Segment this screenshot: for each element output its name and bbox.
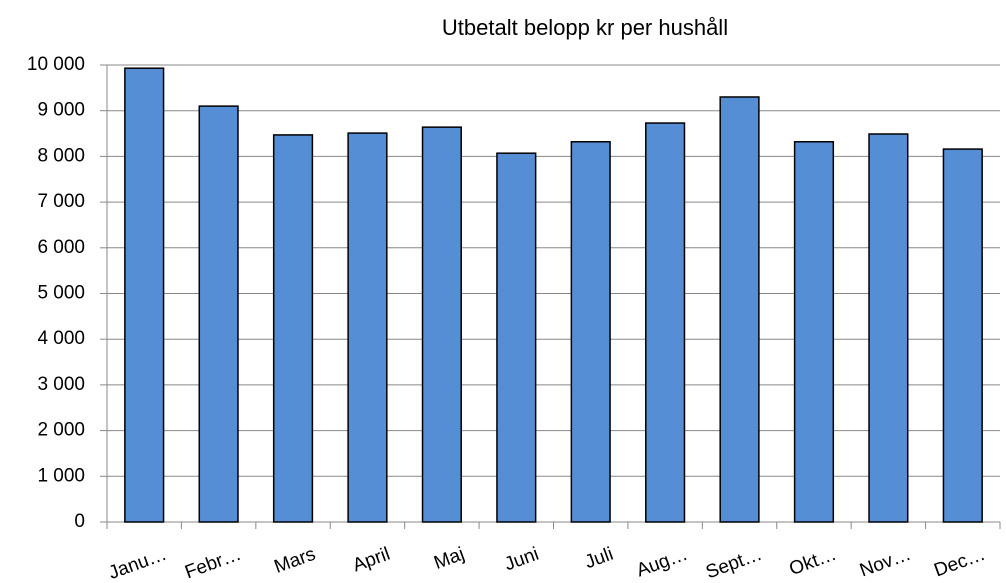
x-tick-label: Janu… xyxy=(106,544,170,583)
y-tick-label: 4 000 xyxy=(37,328,85,349)
bar xyxy=(347,132,388,523)
bar xyxy=(496,152,537,523)
x-tick-label: Nov… xyxy=(857,544,914,582)
bar xyxy=(421,126,462,523)
bar xyxy=(868,133,909,523)
x-tick-label: Sept… xyxy=(703,544,765,583)
x-tick-label: Maj xyxy=(431,544,467,574)
y-tick-label: 3 000 xyxy=(37,374,85,395)
x-tick-label: April xyxy=(350,544,393,577)
y-tick-label: 7 000 xyxy=(37,191,85,212)
bar xyxy=(272,134,314,523)
bar xyxy=(124,67,165,523)
x-tick-label: Juni xyxy=(502,544,542,576)
x-tick-label: Mars xyxy=(272,544,319,578)
y-tick-label: 9 000 xyxy=(37,100,85,121)
chart-title: Utbetalt belopp kr per hushåll xyxy=(442,15,728,40)
bar xyxy=(942,148,983,523)
y-tick-label: 6 000 xyxy=(37,237,85,258)
bar xyxy=(719,96,760,523)
x-tick-label: Aug… xyxy=(634,544,691,582)
y-tick-label: 0 xyxy=(74,511,85,532)
y-tick-label: 2 000 xyxy=(37,420,85,441)
y-tick-label: 5 000 xyxy=(37,283,85,304)
y-tick-label: 1 000 xyxy=(37,465,85,486)
x-tick-label: Juli xyxy=(582,544,616,573)
bar xyxy=(570,141,611,523)
bar xyxy=(645,122,686,523)
x-tick-label: Okt… xyxy=(787,544,840,580)
x-tick-label: Febr… xyxy=(182,544,244,583)
y-tick-label: 10 000 xyxy=(27,54,85,75)
bar xyxy=(198,105,239,523)
x-tick-label: Dec… xyxy=(931,544,988,582)
y-tick-label: 8 000 xyxy=(37,145,85,166)
bar xyxy=(793,141,835,523)
